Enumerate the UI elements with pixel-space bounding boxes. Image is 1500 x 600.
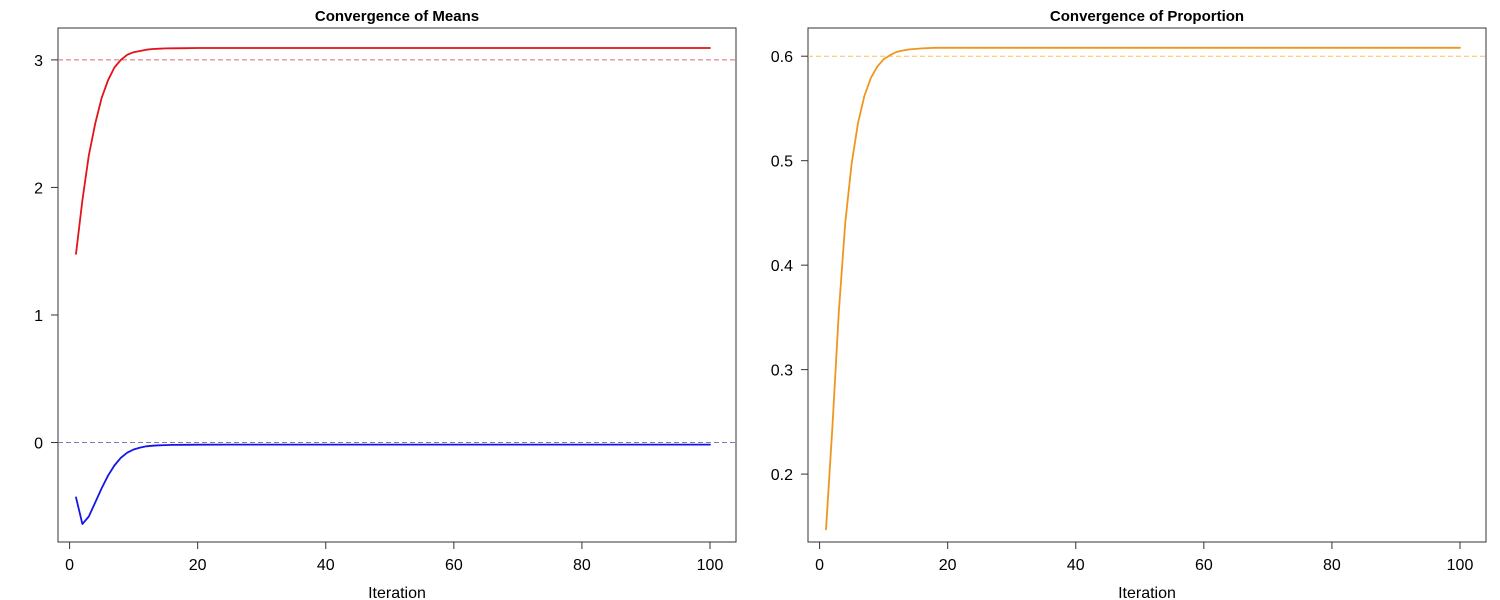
plot-frame <box>57 27 737 543</box>
x-tick-label: 0 <box>65 557 74 574</box>
x-tick-label: 80 <box>1323 557 1341 574</box>
y-tick-label: 0.5 <box>771 154 793 171</box>
x-tick-label: 80 <box>573 557 591 574</box>
x-tick-label: 100 <box>697 557 724 574</box>
x-tick-label: 60 <box>445 557 463 574</box>
x-tick-label: 40 <box>317 557 335 574</box>
y-tick-label: 0 <box>34 436 43 453</box>
series-line-1 <box>825 46 1461 531</box>
y-tick-label: 1 <box>34 308 43 325</box>
y-tick-label: 0.6 <box>771 49 793 66</box>
x-axis-label: Iteration <box>368 585 426 600</box>
y-tick-label: 2 <box>34 180 43 197</box>
x-tick-label: 60 <box>1195 557 1213 574</box>
series-line-2 <box>75 443 711 525</box>
x-tick-label: 0 <box>815 557 824 574</box>
plot-frame <box>807 27 1487 543</box>
x-tick-label: 20 <box>939 557 957 574</box>
series-line-1 <box>75 47 711 255</box>
y-tick-label: 0.2 <box>771 467 793 484</box>
x-tick-label: 20 <box>189 557 207 574</box>
y-tick-label: 3 <box>34 53 43 70</box>
chart-title: Convergence of Proportion <box>1050 8 1244 25</box>
x-tick-label: 100 <box>1447 557 1474 574</box>
chart-panel-2: Convergence of Proportion Iteration 0 20 40 6… <box>771 8 1487 600</box>
x-tick-label: 40 <box>1067 557 1085 574</box>
y-tick-label: 0.3 <box>771 363 793 380</box>
chart-title: Convergence of Means <box>315 8 479 25</box>
y-tick-label: 0.4 <box>771 258 793 275</box>
x-axis-label: Iteration <box>1118 585 1176 600</box>
